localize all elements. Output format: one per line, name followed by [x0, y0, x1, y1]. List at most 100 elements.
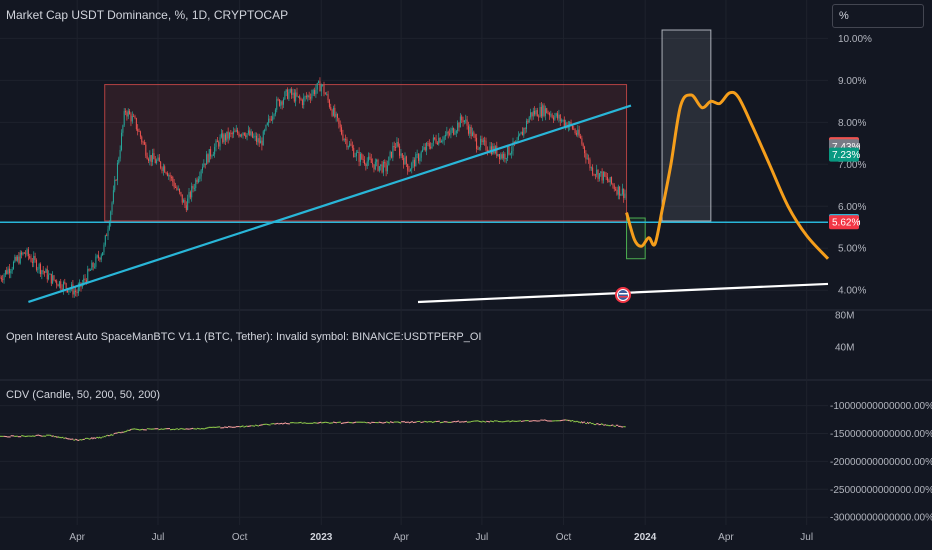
cdv-segment: [297, 421, 302, 424]
candle-body: [166, 172, 168, 176]
cdv-segment: [274, 422, 279, 425]
candle-body: [125, 111, 127, 113]
cdv-segment: [258, 424, 263, 427]
candle-body: [135, 118, 137, 130]
cdv-segment: [412, 421, 417, 424]
candle-body: [608, 180, 610, 183]
candle-body: [8, 268, 10, 274]
candle-body: [347, 146, 349, 148]
candle-body: [293, 92, 295, 102]
candle-body: [112, 190, 114, 203]
candle-body: [339, 124, 341, 128]
candle-body: [191, 186, 193, 198]
candle-body: [17, 256, 19, 261]
candle-body: [497, 154, 499, 156]
candle-body: [393, 146, 395, 148]
candle-body: [374, 161, 376, 170]
candle-body: [181, 194, 183, 203]
cdv-segment: [313, 422, 318, 424]
candle-body: [377, 159, 379, 171]
cdv-segment: [162, 428, 167, 431]
candle-body: [223, 134, 225, 143]
candle-body: [408, 170, 410, 172]
price-tag-label: 7.43%: [832, 142, 860, 153]
time-tick-label: Jul: [475, 532, 488, 543]
cdv-segment: [105, 434, 108, 437]
target-rectangle[interactable]: [661, 29, 712, 222]
candle-body: [507, 146, 509, 159]
cdv-segment: [55, 436, 58, 438]
cdv-segment: [580, 421, 584, 424]
candle-body: [283, 99, 284, 105]
candle-body: [362, 158, 364, 160]
candle-body: [473, 132, 475, 135]
candle-body: [129, 110, 131, 115]
candle-body: [3, 274, 5, 280]
candle-body: [582, 143, 584, 147]
candle-body: [214, 146, 216, 155]
price-tag: 7.23%: [829, 147, 860, 162]
candle-body: [192, 186, 194, 189]
candle-body: [378, 166, 380, 171]
candle-body: [358, 151, 360, 162]
candle-body: [320, 85, 322, 92]
rising-trendline[interactable]: [28, 104, 632, 304]
candle-body: [280, 101, 282, 106]
candle-body: [442, 140, 444, 142]
candle-body: [35, 259, 37, 270]
candle-body: [509, 153, 511, 155]
candle-body: [287, 89, 289, 99]
candle-body: [331, 109, 333, 116]
candle-body: [152, 153, 154, 162]
candle-body: [69, 289, 71, 291]
candle-body: [548, 113, 550, 116]
candle-body: [72, 284, 74, 295]
cdv-segment: [420, 421, 425, 424]
candle-body: [357, 151, 359, 153]
candle-body: [243, 132, 245, 136]
projected-path-curve[interactable]: [625, 90, 830, 260]
candle-body: [400, 153, 402, 156]
candle-body: [77, 287, 79, 294]
cdv-segment: [243, 425, 248, 428]
candle-body: [303, 97, 305, 106]
candle-body: [553, 117, 554, 120]
price-tick-label: 6.00%: [838, 202, 866, 213]
candle-body: [586, 158, 588, 160]
candle-body: [21, 252, 23, 255]
candle-body: [141, 136, 143, 142]
candle-body: [427, 142, 429, 144]
candle-body: [177, 188, 179, 190]
candle-body: [542, 105, 544, 117]
candle-body: [202, 167, 203, 171]
scale-mode-field[interactable]: %: [832, 4, 924, 28]
candle-body: [188, 192, 190, 199]
candle-body: [600, 171, 602, 174]
cdv-segment: [181, 428, 186, 430]
cdv-segment: [317, 421, 322, 424]
candle-body: [581, 138, 583, 144]
us-flag-event-icon[interactable]: [615, 287, 631, 303]
range-rectangle[interactable]: [104, 84, 628, 222]
candle-body: [416, 154, 418, 155]
time-tick-label: Jul: [800, 532, 813, 543]
candle-body: [512, 141, 514, 152]
candle-body: [399, 146, 401, 156]
candle-body: [44, 271, 46, 273]
cdv-segment: [127, 429, 130, 432]
candle-body: [544, 108, 546, 116]
cdv-segment: [613, 425, 616, 428]
cdv-segment: [575, 420, 578, 423]
candle-body: [484, 140, 486, 142]
cdv-segment: [424, 420, 429, 423]
candle-body: [37, 268, 39, 270]
candle-body: [245, 135, 247, 138]
time-tick-label: Apr: [393, 532, 409, 543]
cdv-indicator-label[interactable]: CDV (Candle, 50, 200, 50, 200): [6, 389, 161, 401]
candle-body: [412, 159, 414, 164]
candle-body: [386, 165, 388, 172]
cdv-segment: [57, 435, 60, 439]
oi-indicator-label[interactable]: Open Interest Auto SpaceManBTC V1.1 (BTC…: [6, 331, 482, 343]
candle-body: [337, 114, 338, 119]
